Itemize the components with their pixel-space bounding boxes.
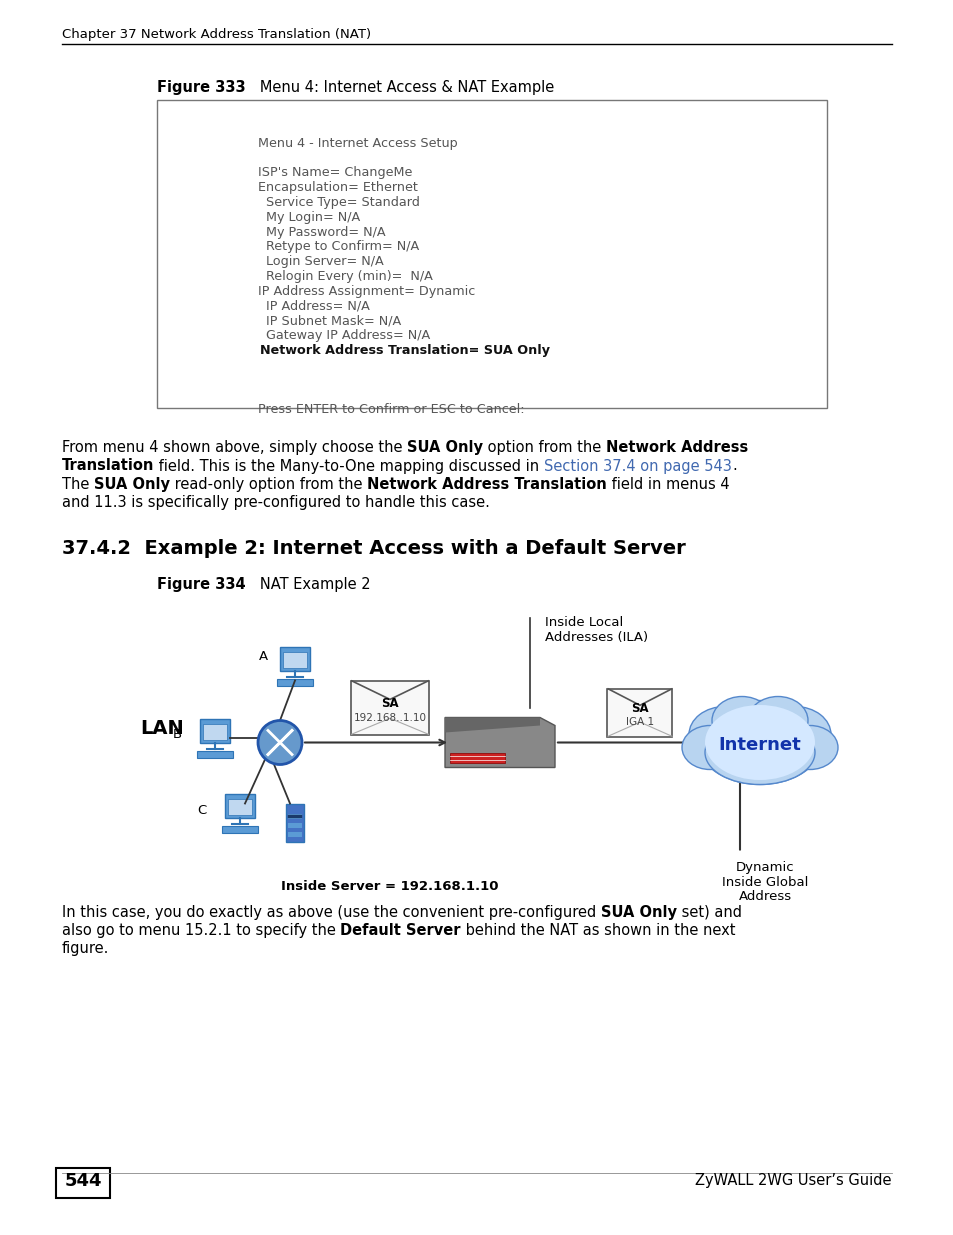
Text: SUA Only: SUA Only bbox=[94, 477, 170, 492]
Text: Login Server= N/A: Login Server= N/A bbox=[242, 256, 383, 268]
Text: IP Address= N/A: IP Address= N/A bbox=[242, 300, 370, 312]
Text: IGA 1: IGA 1 bbox=[625, 718, 654, 727]
Circle shape bbox=[257, 720, 302, 764]
FancyBboxPatch shape bbox=[200, 719, 230, 742]
Text: Retype to Confirm= N/A: Retype to Confirm= N/A bbox=[242, 241, 418, 253]
Text: set) and: set) and bbox=[677, 904, 741, 920]
Ellipse shape bbox=[781, 725, 837, 769]
Text: 544: 544 bbox=[64, 1172, 102, 1191]
Polygon shape bbox=[444, 718, 539, 732]
Text: figure.: figure. bbox=[62, 941, 110, 956]
Text: SUA Only: SUA Only bbox=[407, 440, 482, 454]
FancyBboxPatch shape bbox=[288, 815, 302, 818]
Text: SA: SA bbox=[631, 703, 648, 715]
FancyBboxPatch shape bbox=[351, 680, 429, 735]
Text: Network Address Translation= SUA Only: Network Address Translation= SUA Only bbox=[242, 345, 550, 357]
Text: behind the NAT as shown in the next: behind the NAT as shown in the next bbox=[460, 923, 735, 939]
Text: Relogin Every (min)=  N/A: Relogin Every (min)= N/A bbox=[242, 270, 433, 283]
Text: .: . bbox=[731, 458, 736, 473]
FancyBboxPatch shape bbox=[56, 1168, 110, 1198]
Text: C: C bbox=[197, 804, 207, 816]
FancyBboxPatch shape bbox=[288, 823, 302, 827]
Text: Dynamic
Inside Global
Address: Dynamic Inside Global Address bbox=[721, 861, 807, 904]
FancyBboxPatch shape bbox=[196, 751, 233, 757]
FancyBboxPatch shape bbox=[286, 804, 304, 841]
Text: field. This is the Many-to-One mapping discussed in: field. This is the Many-to-One mapping d… bbox=[154, 458, 543, 473]
FancyBboxPatch shape bbox=[228, 799, 252, 815]
Text: Network Address: Network Address bbox=[605, 440, 747, 454]
Text: In this case, you do exactly as above (use the convenient pre-configured: In this case, you do exactly as above (u… bbox=[62, 904, 600, 920]
FancyBboxPatch shape bbox=[280, 646, 310, 671]
Text: and 11.3 is specifically pre-configured to handle this case.: and 11.3 is specifically pre-configured … bbox=[62, 495, 489, 510]
Text: Menu 4 - Internet Access Setup: Menu 4 - Internet Access Setup bbox=[242, 137, 457, 149]
Polygon shape bbox=[444, 718, 555, 767]
FancyBboxPatch shape bbox=[203, 724, 227, 740]
Ellipse shape bbox=[681, 725, 738, 769]
Text: ISP's Name= ChangeMe: ISP's Name= ChangeMe bbox=[242, 167, 412, 179]
Ellipse shape bbox=[704, 720, 814, 784]
Text: Press ENTER to Confirm or ESC to Cancel:: Press ENTER to Confirm or ESC to Cancel: bbox=[242, 403, 524, 416]
Text: SUA Only: SUA Only bbox=[600, 904, 677, 920]
Text: Inside Local
Addresses (ILA): Inside Local Addresses (ILA) bbox=[544, 615, 647, 643]
Text: option from the: option from the bbox=[482, 440, 605, 454]
Text: From menu 4 shown above, simply choose the: From menu 4 shown above, simply choose t… bbox=[62, 440, 407, 454]
FancyBboxPatch shape bbox=[157, 100, 826, 408]
Ellipse shape bbox=[698, 700, 821, 784]
Text: 192.168..1.10: 192.168..1.10 bbox=[354, 714, 426, 724]
Text: Encapsulation= Ethernet: Encapsulation= Ethernet bbox=[242, 182, 417, 194]
Text: IP Subnet Mask= N/A: IP Subnet Mask= N/A bbox=[242, 315, 401, 327]
FancyBboxPatch shape bbox=[222, 825, 257, 832]
FancyBboxPatch shape bbox=[276, 678, 313, 685]
Text: NAT Example 2: NAT Example 2 bbox=[245, 578, 370, 593]
FancyBboxPatch shape bbox=[288, 814, 302, 819]
Ellipse shape bbox=[688, 706, 760, 762]
Text: B: B bbox=[172, 729, 181, 741]
FancyBboxPatch shape bbox=[450, 752, 504, 762]
Text: read-only option from the: read-only option from the bbox=[170, 477, 367, 492]
FancyBboxPatch shape bbox=[288, 831, 302, 836]
Ellipse shape bbox=[711, 697, 771, 745]
Text: Gateway IP Address= N/A: Gateway IP Address= N/A bbox=[242, 330, 430, 342]
Text: LAN: LAN bbox=[140, 719, 184, 739]
Text: also go to menu 15.2.1 to specify the: also go to menu 15.2.1 to specify the bbox=[62, 923, 340, 939]
Ellipse shape bbox=[747, 697, 807, 745]
Text: Default Server: Default Server bbox=[340, 923, 460, 939]
Text: Service Type= Standard: Service Type= Standard bbox=[242, 196, 419, 209]
Text: Translation: Translation bbox=[62, 458, 154, 473]
Ellipse shape bbox=[759, 706, 830, 762]
Ellipse shape bbox=[704, 705, 814, 781]
Text: Chapter 37 Network Address Translation (NAT): Chapter 37 Network Address Translation (… bbox=[62, 28, 371, 41]
Text: IP Address Assignment= Dynamic: IP Address Assignment= Dynamic bbox=[242, 285, 475, 298]
Text: SA: SA bbox=[381, 697, 398, 710]
Text: Section 37.4 on page 543: Section 37.4 on page 543 bbox=[543, 458, 731, 473]
Text: Figure 334: Figure 334 bbox=[157, 578, 245, 593]
Text: Inside Server = 192.168.1.10: Inside Server = 192.168.1.10 bbox=[281, 881, 498, 893]
Text: 37.4.2  Example 2: Internet Access with a Default Server: 37.4.2 Example 2: Internet Access with a… bbox=[62, 540, 685, 558]
FancyBboxPatch shape bbox=[225, 794, 254, 818]
Text: ZyWALL 2WG User’s Guide: ZyWALL 2WG User’s Guide bbox=[695, 1173, 891, 1188]
Text: Figure 333: Figure 333 bbox=[157, 80, 245, 95]
Text: A: A bbox=[258, 651, 267, 663]
Text: Network Address Translation: Network Address Translation bbox=[367, 477, 606, 492]
Text: My Password= N/A: My Password= N/A bbox=[242, 226, 385, 238]
Text: My Login= N/A: My Login= N/A bbox=[242, 211, 360, 224]
Text: Internet: Internet bbox=[718, 736, 801, 753]
Text: field in menus 4: field in menus 4 bbox=[606, 477, 729, 492]
Text: The: The bbox=[62, 477, 94, 492]
FancyBboxPatch shape bbox=[283, 652, 307, 667]
Text: Menu 4: Internet Access & NAT Example: Menu 4: Internet Access & NAT Example bbox=[245, 80, 554, 95]
FancyBboxPatch shape bbox=[607, 688, 672, 736]
